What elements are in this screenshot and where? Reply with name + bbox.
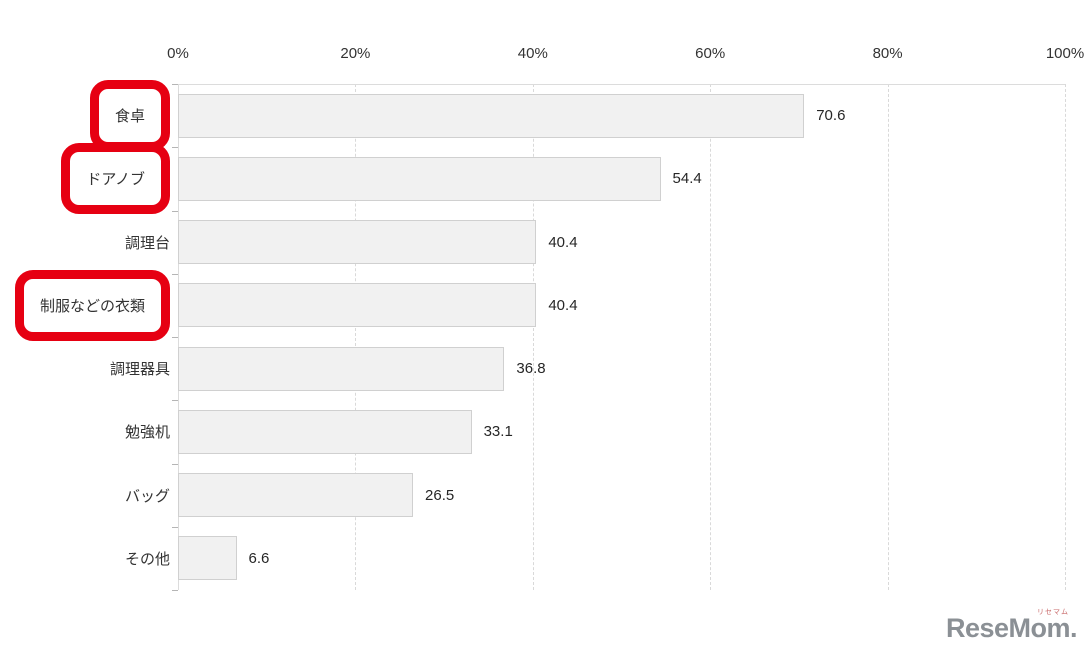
category-label-cell: その他 (0, 527, 178, 590)
bar (178, 473, 414, 518)
bar-row: その他 6.6 (0, 527, 1089, 590)
category-label-highlighted: 制服などの衣類 (14, 269, 170, 341)
bar (178, 283, 537, 328)
x-axis-tick-label: 80% (872, 45, 903, 62)
bar-cell: 54.4 (178, 147, 1089, 210)
logo-text: ReseMom. (945, 613, 1078, 643)
value-label: 40.4 (548, 296, 578, 314)
value-label: 54.4 (672, 170, 702, 188)
y-axis-line (178, 84, 179, 590)
bar-cell: 40.4 (178, 274, 1089, 337)
bar-cell: 33.1 (178, 400, 1089, 463)
bar-row: 食卓 70.6 (0, 80, 1089, 152)
y-axis-tick (172, 147, 178, 149)
bar (178, 156, 661, 201)
category-label-highlighted: ドアノブ (61, 143, 170, 215)
y-axis-tick (172, 526, 178, 528)
value-label: 70.6 (816, 107, 846, 125)
category-label: その他 (124, 550, 170, 568)
x-axis-tick-label: 20% (340, 45, 371, 62)
x-axis-line (178, 84, 1065, 85)
gridline (1065, 84, 1066, 590)
category-label-highlighted: 食卓 (89, 80, 170, 152)
gridline (532, 84, 534, 590)
bar-row: 調理台 40.4 (0, 211, 1089, 274)
y-axis-tick (172, 337, 178, 338)
category-label-cell: 調理器具 (0, 337, 178, 400)
bar-rows: 食卓 70.6 ドアノブ 54.4 調理台 40.4 制服などの衣類 40.4 調理器具 36.8… (0, 80, 1089, 590)
category-label: 調理器具 (109, 361, 170, 379)
gridline (887, 84, 889, 590)
bar-row: ドアノブ 54.4 (0, 143, 1089, 215)
bar-cell: 70.6 (178, 84, 1089, 147)
y-axis-tick (172, 590, 178, 591)
bar (178, 93, 805, 138)
category-label-cell: バッグ (0, 464, 178, 527)
bar-cell: 36.8 (178, 337, 1089, 400)
category-label-cell: 調理台 (0, 211, 178, 274)
category-label-cell: 食卓 (0, 80, 178, 152)
bar (178, 220, 537, 265)
x-axis-tick-label: 100% (1045, 45, 1085, 62)
value-label: 40.4 (548, 233, 578, 251)
bar-row: 調理器具 36.8 (0, 337, 1089, 400)
bar-cell: 40.4 (178, 211, 1089, 274)
resemom-logo: リセマム ReseMom. (945, 609, 1078, 643)
value-label: 33.1 (483, 423, 513, 441)
bar-row: 勉強机 33.1 (0, 400, 1089, 463)
category-label: バッグ (124, 487, 170, 505)
y-axis-tick (172, 84, 178, 85)
value-label: 6.6 (248, 549, 270, 567)
value-label: 26.5 (425, 486, 455, 504)
gridline (710, 84, 712, 590)
category-label-cell: 制服などの衣類 (0, 269, 178, 341)
x-axis-tick-label: 40% (517, 45, 548, 62)
bar (178, 536, 237, 581)
y-axis-tick (172, 463, 178, 465)
y-axis-tick (172, 273, 178, 275)
category-label-cell: 勉強机 (0, 400, 178, 463)
y-axis-tick (172, 400, 178, 402)
value-label: 36.8 (516, 360, 546, 378)
x-axis-tick-label: 0% (167, 45, 189, 62)
y-axis-tick (172, 210, 178, 212)
category-label-cell: ドアノブ (0, 143, 178, 215)
bar-cell: 26.5 (178, 464, 1089, 527)
category-label: 勉強机 (124, 424, 170, 442)
bar-row: 制服などの衣類 40.4 (0, 269, 1089, 341)
x-axis-tick-label: 60% (695, 45, 726, 62)
bar (178, 409, 472, 454)
bar-cell: 6.6 (178, 527, 1089, 590)
gridline (355, 84, 357, 590)
bar-row: バッグ 26.5 (0, 464, 1089, 527)
category-label: 調理台 (124, 234, 170, 252)
logo-furigana: リセマム (1037, 609, 1069, 616)
bar (178, 346, 505, 391)
